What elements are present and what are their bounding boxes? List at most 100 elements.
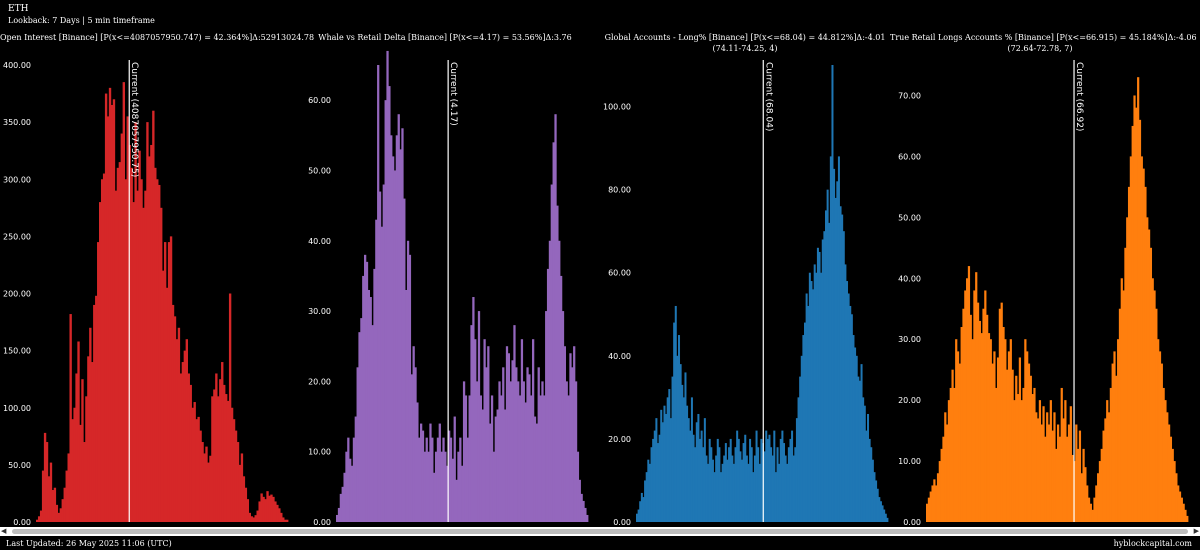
histogram-bar bbox=[524, 402, 527, 522]
histogram-bar bbox=[715, 455, 718, 522]
histogram-bar bbox=[1173, 461, 1176, 522]
histogram-bar bbox=[879, 501, 882, 522]
histogram-bar bbox=[955, 339, 958, 522]
histogram-bar bbox=[444, 451, 447, 522]
histogram-bar bbox=[268, 495, 271, 522]
histogram-bar bbox=[958, 363, 961, 522]
histogram-bar bbox=[513, 325, 516, 522]
histogram-bar bbox=[1144, 186, 1147, 522]
histogram-bar bbox=[802, 335, 805, 522]
site-credit-link[interactable]: hyblockcapital.com bbox=[1113, 539, 1192, 548]
histogram-bar bbox=[1146, 217, 1149, 523]
histogram-bar bbox=[554, 114, 557, 522]
histogram-bar bbox=[881, 505, 884, 522]
histogram-bar bbox=[678, 335, 681, 522]
histogram-bar bbox=[708, 438, 711, 522]
histogram-bar bbox=[232, 419, 236, 522]
histogram-bar bbox=[1117, 339, 1120, 522]
histogram-bar bbox=[728, 447, 731, 522]
histogram-bar bbox=[834, 197, 837, 523]
global-accounts-long-chart: Global Accounts - Long% [Binance] [P(x<=… bbox=[600, 30, 890, 528]
histogram-bar bbox=[815, 272, 818, 522]
histogram-bar bbox=[393, 170, 397, 522]
histogram-bar bbox=[238, 464, 242, 522]
histogram-bar bbox=[256, 510, 259, 522]
histogram-bar bbox=[388, 86, 391, 522]
histogram-bar bbox=[352, 437, 356, 522]
histogram-bar bbox=[716, 438, 719, 522]
histogram-bar bbox=[695, 422, 698, 522]
histogram-bar bbox=[1184, 509, 1187, 522]
histogram-bar bbox=[1142, 168, 1145, 522]
histogram-bar bbox=[765, 430, 768, 522]
histogram-bar bbox=[356, 367, 359, 522]
histogram-bar bbox=[108, 87, 112, 522]
scroll-right-arrow-icon[interactable]: ▶ bbox=[1193, 527, 1199, 535]
histogram-bar bbox=[993, 351, 996, 522]
histogram-bar bbox=[862, 397, 865, 522]
scrollbar-thumb[interactable] bbox=[12, 529, 1188, 534]
histogram-bar bbox=[483, 339, 486, 522]
histogram-bar bbox=[364, 254, 367, 523]
histogram-bar bbox=[1100, 448, 1103, 522]
y-tick-label: 100.00 bbox=[603, 103, 631, 112]
histogram-bar bbox=[821, 239, 824, 522]
histogram-bar bbox=[818, 251, 821, 523]
histogram-bar bbox=[1115, 375, 1118, 522]
histogram-bar bbox=[805, 293, 808, 522]
histogram-bar bbox=[773, 430, 776, 522]
histogram-bar bbox=[451, 458, 454, 522]
histogram-bar bbox=[470, 325, 473, 522]
histogram-bar bbox=[390, 135, 393, 523]
histogram-bar bbox=[1055, 448, 1058, 522]
histogram-bar bbox=[1035, 412, 1038, 522]
histogram-bar bbox=[1186, 515, 1189, 522]
histogram-bar bbox=[414, 367, 417, 522]
y-tick-label: 30.00 bbox=[898, 335, 921, 344]
histogram-bar bbox=[215, 373, 218, 522]
histogram-bar bbox=[841, 214, 844, 522]
histogram-bar bbox=[828, 222, 831, 522]
histogram-bar bbox=[552, 142, 555, 522]
histogram-bar bbox=[668, 389, 671, 522]
histogram-bar bbox=[79, 424, 82, 522]
y-tick-label: 50.00 bbox=[898, 213, 921, 222]
histogram-bar bbox=[584, 507, 587, 522]
histogram-bar bbox=[766, 438, 769, 522]
y-tick-label: 250.00 bbox=[3, 232, 31, 241]
histogram-bar bbox=[786, 463, 789, 522]
horizontal-scrollbar[interactable]: ◀ ▶ bbox=[0, 527, 1200, 536]
histogram-bar bbox=[1149, 247, 1153, 523]
histogram-bar bbox=[69, 314, 72, 522]
histogram-bar bbox=[1067, 424, 1071, 522]
true-retail-longs-plot: 0.00 10.00 20.00 30.00 40.00 50.00 60.00 70.00 C… bbox=[898, 60, 1189, 527]
histogram-bar bbox=[1158, 351, 1162, 522]
histogram-bar bbox=[868, 438, 871, 522]
global-accounts-long-plot: 0.00 20.00 40.00 60.00 80.00 100.00 Current (6… bbox=[603, 60, 889, 527]
histogram-bar bbox=[401, 128, 404, 522]
histogram-bar bbox=[846, 281, 849, 522]
histogram-bar bbox=[723, 455, 726, 522]
histogram-bar bbox=[1097, 473, 1100, 522]
histogram-bar bbox=[457, 451, 460, 522]
histogram-bar bbox=[1155, 308, 1158, 522]
histogram-bar bbox=[774, 472, 777, 522]
histogram-bar bbox=[991, 363, 994, 522]
histogram-bar bbox=[949, 387, 952, 522]
histogram-bar bbox=[1040, 424, 1043, 522]
histogram-bar bbox=[193, 402, 196, 522]
histogram-bar bbox=[989, 339, 992, 522]
histogram-bar bbox=[213, 389, 216, 522]
histogram-bar bbox=[41, 470, 45, 522]
histogram-bar bbox=[1007, 351, 1011, 522]
histogram-bar bbox=[771, 455, 774, 522]
histogram-bar bbox=[548, 240, 552, 522]
histogram-bar bbox=[574, 381, 578, 522]
y-tick-label: 10.00 bbox=[308, 448, 331, 457]
histogram-bar bbox=[1109, 387, 1112, 522]
scroll-left-arrow-icon[interactable]: ◀ bbox=[1, 527, 7, 535]
y-tick-label: 60.00 bbox=[308, 96, 331, 105]
histogram-bar bbox=[1160, 363, 1163, 522]
histogram-bar bbox=[477, 311, 481, 522]
y-tick-label: 60.00 bbox=[608, 269, 631, 278]
